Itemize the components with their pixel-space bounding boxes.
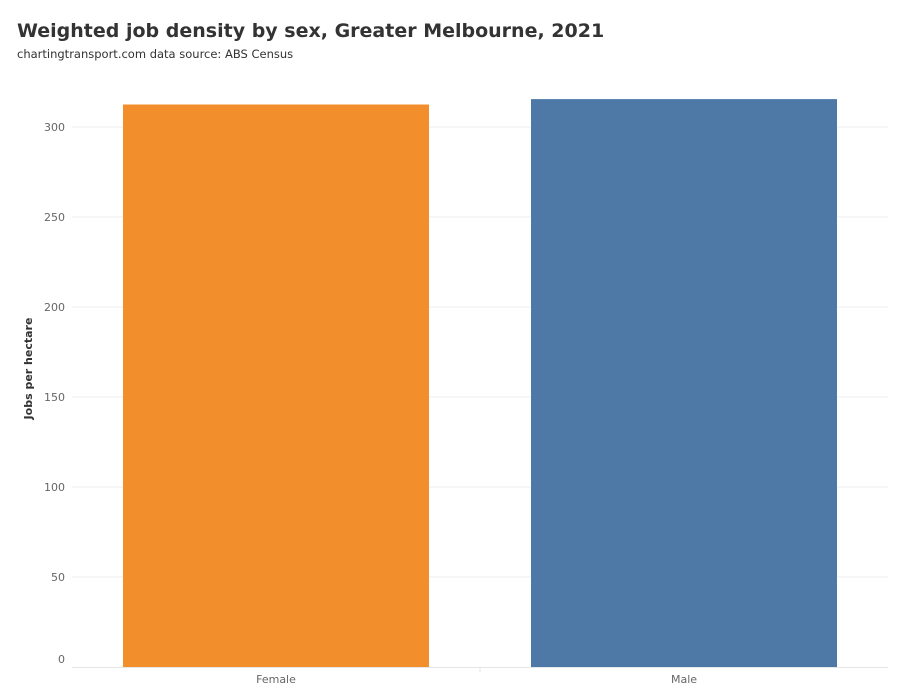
x-tick-label: Female	[256, 673, 296, 686]
y-axis-ticks: 0 50 100 150 200 250 300	[44, 121, 65, 666]
y-tick-label: 300	[44, 121, 65, 134]
y-tick-label: 150	[44, 391, 65, 404]
bar-male	[531, 99, 837, 668]
y-tick-label: 0	[58, 653, 65, 666]
x-axis-ticks: Female Male	[256, 673, 697, 686]
y-tick-label: 250	[44, 211, 65, 224]
y-tick-label: 100	[44, 481, 65, 494]
bar-female	[123, 104, 429, 667]
y-tick-label: 50	[51, 571, 65, 584]
y-tick-label: 200	[44, 301, 65, 314]
chart-subtitle: chartingtransport.com data source: ABS C…	[17, 47, 294, 61]
y-axis-label: Jobs per hectare	[22, 318, 35, 421]
chart-title: Weighted job density by sex, Greater Mel…	[17, 20, 605, 42]
x-tick-label: Male	[671, 673, 697, 686]
bars	[123, 99, 837, 668]
